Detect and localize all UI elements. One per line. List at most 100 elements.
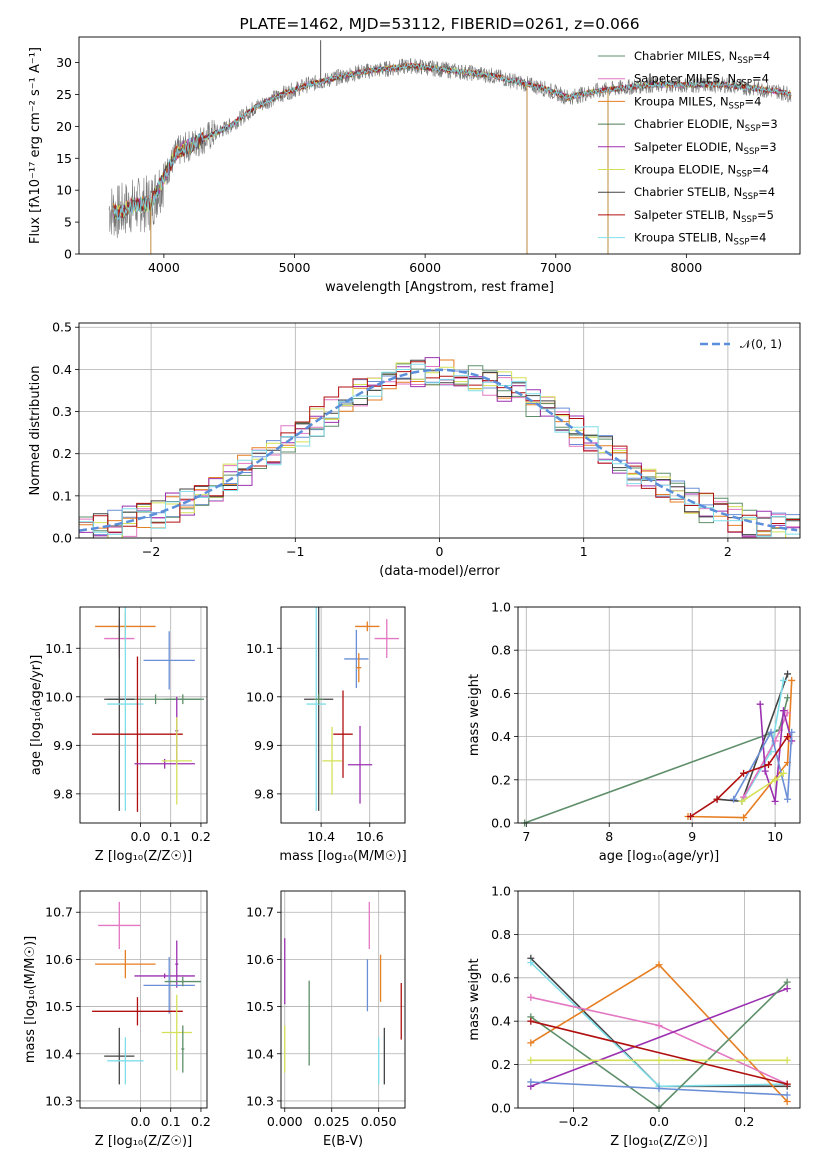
mass-weight-marker bbox=[783, 1080, 791, 1088]
mass-weight-marker bbox=[761, 767, 769, 775]
spectrum-data-line bbox=[108, 58, 792, 239]
y-tick-label: 9.8 bbox=[254, 786, 274, 801]
x-axis-label: age [log₁₀(age/yr)] bbox=[599, 849, 720, 864]
mass-weight-marker bbox=[783, 978, 791, 986]
x-tick-label: −0.2 bbox=[558, 1114, 588, 1129]
x-tick-label: 0.050 bbox=[361, 1114, 397, 1129]
legend-entry: Salpeter STELIB, NSSP=5 bbox=[634, 208, 774, 225]
y-tick-label: 0.2 bbox=[491, 772, 511, 787]
mass-weight-marker bbox=[527, 993, 535, 1001]
y-tick-label: 0.5 bbox=[52, 320, 72, 335]
mass-weight-vs-Z-axes: −0.2 0.0 0.2 0.0 0.2 0.4 0.6 0.8 1.0 Z [log₁₀(Z/Z… bbox=[467, 884, 801, 1149]
y-tick-label: 0.0 bbox=[52, 531, 72, 546]
y-tick-label: 9.9 bbox=[254, 738, 274, 753]
legend-subscript: SSP bbox=[729, 101, 745, 111]
x-tick-label: −2 bbox=[142, 544, 160, 559]
y-tick-label: 10.4 bbox=[246, 1046, 274, 1061]
x-axis-label: E(B-V) bbox=[323, 1134, 363, 1149]
x-axis-label: Z [log₁₀(Z/Z☉)] bbox=[95, 849, 192, 864]
mass-weight-marker bbox=[527, 1078, 535, 1086]
mass-weight-line bbox=[732, 730, 793, 800]
legend-subscript: SSP bbox=[742, 192, 758, 202]
normal-reference-curve bbox=[78, 368, 798, 532]
mass-weight-marker bbox=[655, 1056, 663, 1064]
mass-weight-marker bbox=[779, 707, 787, 715]
legend-subscript: SSP bbox=[736, 170, 752, 180]
x-tick-label: 0.2 bbox=[191, 1114, 211, 1129]
mass-weight-marker bbox=[764, 761, 772, 769]
mass-weight-marker bbox=[527, 1056, 535, 1064]
legend-entry: Kroupa STELIB, NSSP=4 bbox=[634, 231, 766, 248]
legend-count: =3 bbox=[760, 140, 777, 154]
y-tick-label: 10.5 bbox=[246, 999, 274, 1014]
y-tick-label: 9.8 bbox=[53, 786, 73, 801]
mass-weight-marker bbox=[767, 728, 775, 736]
legend-entry: 𝒩(0, 1) bbox=[740, 337, 782, 351]
y-tick-label: 10.5 bbox=[45, 999, 73, 1014]
y-tick-label: 10.4 bbox=[45, 1046, 73, 1061]
x-tick-label: 7 bbox=[522, 829, 530, 844]
y-tick-label: 0 bbox=[64, 247, 72, 262]
mass-weight-line bbox=[530, 981, 788, 1108]
y-tick-label: 0.8 bbox=[491, 927, 511, 942]
y-axis-label: age [log₁₀(age/yr)] bbox=[29, 655, 44, 776]
x-tick-label: 10.4 bbox=[307, 829, 335, 844]
x-tick-label: 2 bbox=[724, 544, 732, 559]
x-tick-label: −1 bbox=[286, 544, 304, 559]
mass-weight-marker bbox=[779, 676, 787, 684]
mass-weight-line bbox=[530, 1020, 788, 1085]
x-tick-label: 0 bbox=[436, 544, 444, 559]
mass-weight-marker bbox=[655, 1084, 663, 1092]
y-axis-label: Flux [fλ10⁻¹⁷ erg cm⁻² s⁻¹ A⁻¹] bbox=[28, 47, 43, 244]
x-tick-label: 0.2 bbox=[191, 829, 211, 844]
y-tick-label: 10.3 bbox=[45, 1093, 73, 1108]
mass-weight-marker bbox=[527, 959, 535, 967]
legend-subscript: SSP bbox=[734, 238, 750, 248]
mass-vs-EBV-axes: 0.000 0.025 0.050 10.3 10.4 10.5 10.6 10.7 E(B-V… bbox=[246, 890, 406, 1149]
mass-weight-marker bbox=[784, 795, 792, 803]
x-tick-label: 5000 bbox=[279, 260, 311, 275]
mass-weight-line bbox=[690, 736, 789, 818]
mass-weight-marker bbox=[756, 700, 764, 708]
y-tick-label: 1.0 bbox=[491, 600, 511, 615]
y-tick-label: 0.4 bbox=[491, 729, 511, 744]
legend-label: Salpeter STELIB, N bbox=[634, 208, 741, 222]
y-tick-label: 10 bbox=[56, 183, 72, 198]
x-axis-label: (data-model)/error bbox=[379, 564, 500, 579]
legend-count: =4 bbox=[753, 49, 770, 63]
y-tick-label: 10.6 bbox=[45, 952, 73, 967]
x-tick-label: 8 bbox=[605, 829, 613, 844]
legend-entry: Kroupa ELODIE, NSSP=4 bbox=[634, 163, 769, 180]
legend-label: Salpeter ELODIE, N bbox=[634, 140, 744, 154]
x-axis-label: Z [log₁₀(Z/Z☉)] bbox=[95, 1134, 192, 1149]
mass-weight-vs-age-axes: 7 8 9 10 0.0 0.2 0.4 0.6 0.8 1.0 age [log₁₀(age/yr… bbox=[467, 600, 801, 864]
legend-subscript: SSP bbox=[736, 79, 752, 89]
y-tick-label: 10.1 bbox=[246, 641, 274, 656]
mass-weight-marker bbox=[788, 728, 796, 736]
mass-weight-marker bbox=[771, 776, 779, 784]
axes-frame bbox=[517, 606, 801, 824]
legend-count: =4 bbox=[752, 72, 769, 86]
y-axis-label: mass weight bbox=[467, 958, 482, 1040]
y-tick-label: 5 bbox=[64, 215, 72, 230]
mass-weight-marker bbox=[784, 709, 792, 717]
mass-weight-marker bbox=[783, 1097, 791, 1105]
x-tick-label: 0.0 bbox=[649, 1114, 669, 1129]
y-axis-label: Normed distribution bbox=[28, 366, 43, 496]
legend-entry: Salpeter ELODIE, NSSP=3 bbox=[634, 140, 777, 157]
axes-frame bbox=[280, 606, 406, 824]
legend-entry: Chabrier STELIB, NSSP=4 bbox=[634, 185, 775, 202]
legend-entry: Salpeter MILES, NSSP=4 bbox=[634, 72, 769, 89]
histogram-steps bbox=[79, 363, 800, 537]
y-tick-label: 10.7 bbox=[45, 905, 73, 920]
legend-count: =4 bbox=[752, 163, 769, 177]
x-tick-label: 6000 bbox=[409, 260, 441, 275]
x-tick-label: 0.025 bbox=[314, 1114, 350, 1129]
age-vs-Z-axes: 0.0 0.1 0.2 9.8 9.9 10.0 10.1 Z [log₁₀(Z/Z☉)] ag… bbox=[29, 606, 211, 864]
mass-vs-Z-axes: 0.0 0.1 0.2 10.3 10.4 10.5 10.6 10.7 Z [log₁₀(Z/… bbox=[23, 890, 211, 1149]
spectrum-model-line bbox=[112, 63, 792, 221]
x-axis-label: wavelength [Angstrom, rest frame] bbox=[325, 280, 554, 295]
legend-label: Chabrier STELIB, N bbox=[634, 185, 742, 199]
axes-frame bbox=[78, 36, 801, 255]
